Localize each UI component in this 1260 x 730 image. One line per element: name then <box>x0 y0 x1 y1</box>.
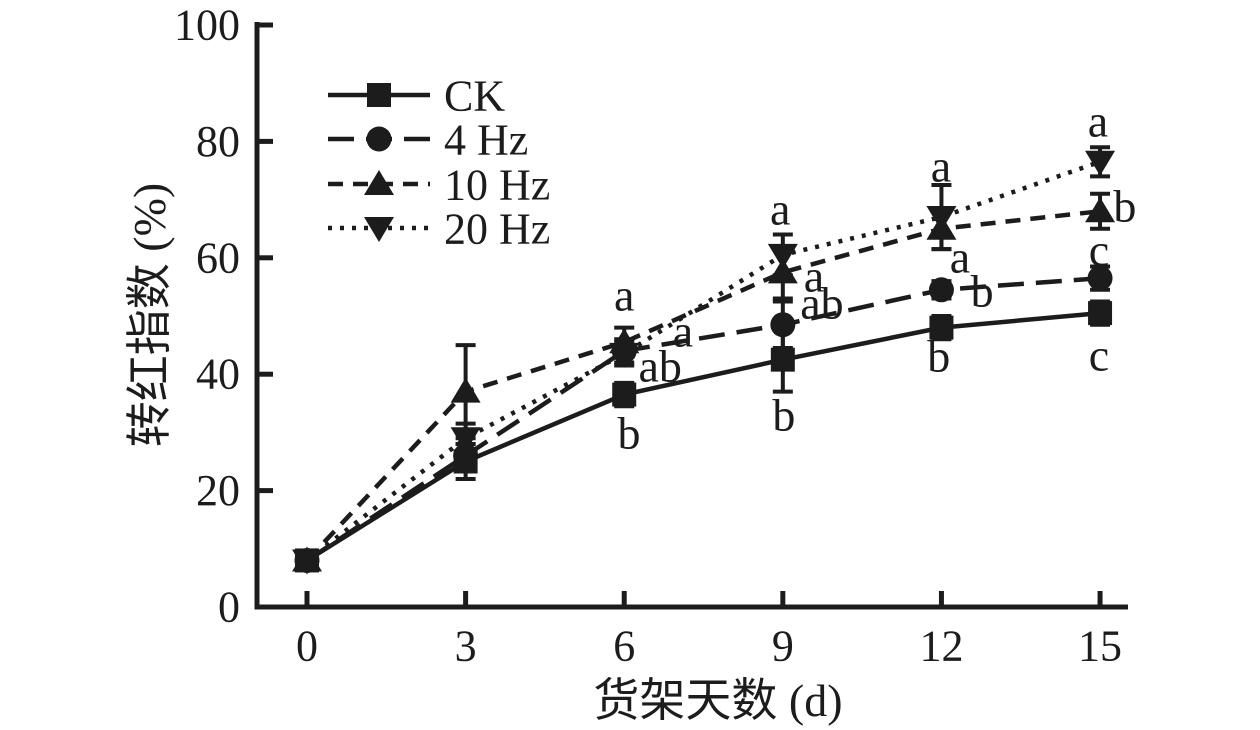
significance-letter: a <box>931 140 951 191</box>
y-tick-label: 100 <box>174 1 240 50</box>
data-point-20-Hz <box>450 427 481 453</box>
legend-label: 20 Hz <box>444 205 550 254</box>
data-point-10-Hz <box>450 377 481 403</box>
data-point-4-Hz <box>770 312 796 338</box>
series-line-CK <box>305 310 1101 563</box>
significance-letter: a <box>950 232 970 283</box>
x-tick-label: 3 <box>455 622 477 671</box>
series-line-10-Hz <box>305 209 1101 562</box>
data-point-10-Hz <box>767 258 798 284</box>
significance-letter: a <box>673 306 693 357</box>
x-tick-label: 15 <box>1078 622 1122 671</box>
data-point-4-Hz <box>453 443 479 469</box>
data-point-4-Hz <box>1087 265 1113 291</box>
significance-letter: b <box>971 265 994 316</box>
series-line-4-Hz <box>305 275 1101 563</box>
data-point-20-Hz <box>609 342 640 368</box>
significance-letter: a <box>770 183 790 234</box>
series-line-20-Hz <box>305 159 1101 563</box>
data-point-CK <box>612 382 637 407</box>
x-tick-label: 12 <box>919 622 963 671</box>
legend-marker <box>364 217 394 242</box>
x-axis-title: 货架天数 (d) <box>593 675 843 726</box>
significance-letter: a <box>614 270 634 321</box>
data-point-CK <box>1088 301 1113 326</box>
significance-letter: c <box>1089 329 1109 380</box>
significance-letter: ab <box>800 278 843 329</box>
significance-letter: b <box>1113 181 1136 232</box>
y-tick-label: 80 <box>196 117 240 166</box>
legend-marker <box>367 83 391 107</box>
data-point-CK <box>929 315 954 340</box>
data-point-10-Hz <box>1085 197 1116 223</box>
legend-label: 10 Hz <box>444 161 550 210</box>
significance-letter: a <box>1088 96 1108 147</box>
data-point-20-Hz <box>1085 150 1116 176</box>
significance-letter: b <box>772 389 795 440</box>
y-tick-label: 60 <box>196 233 240 282</box>
legend-label: 4 Hz <box>444 116 528 165</box>
data-point-CK <box>770 347 795 372</box>
legend-label: CK <box>444 72 505 121</box>
legend-marker <box>366 126 392 152</box>
legend-marker <box>364 170 394 195</box>
significance-letter: c <box>1089 225 1109 276</box>
y-axis-title: 转红指数 (%) <box>124 182 175 448</box>
y-tick-label: 0 <box>218 583 240 632</box>
significance-letter: ab <box>638 341 681 392</box>
y-tick-label: 20 <box>196 466 240 515</box>
data-point-20-Hz <box>926 206 957 232</box>
x-tick-label: 6 <box>613 622 635 671</box>
significance-letter: b <box>617 407 640 458</box>
data-point-20-Hz <box>767 243 798 269</box>
x-tick-label: 9 <box>772 622 794 671</box>
y-tick-label: 40 <box>196 350 240 399</box>
significance-letter: b <box>927 331 950 382</box>
x-tick-label: 0 <box>296 622 318 671</box>
significance-letter: a <box>804 250 824 301</box>
data-point-20-Hz <box>292 549 322 575</box>
data-point-4-Hz <box>928 277 954 303</box>
